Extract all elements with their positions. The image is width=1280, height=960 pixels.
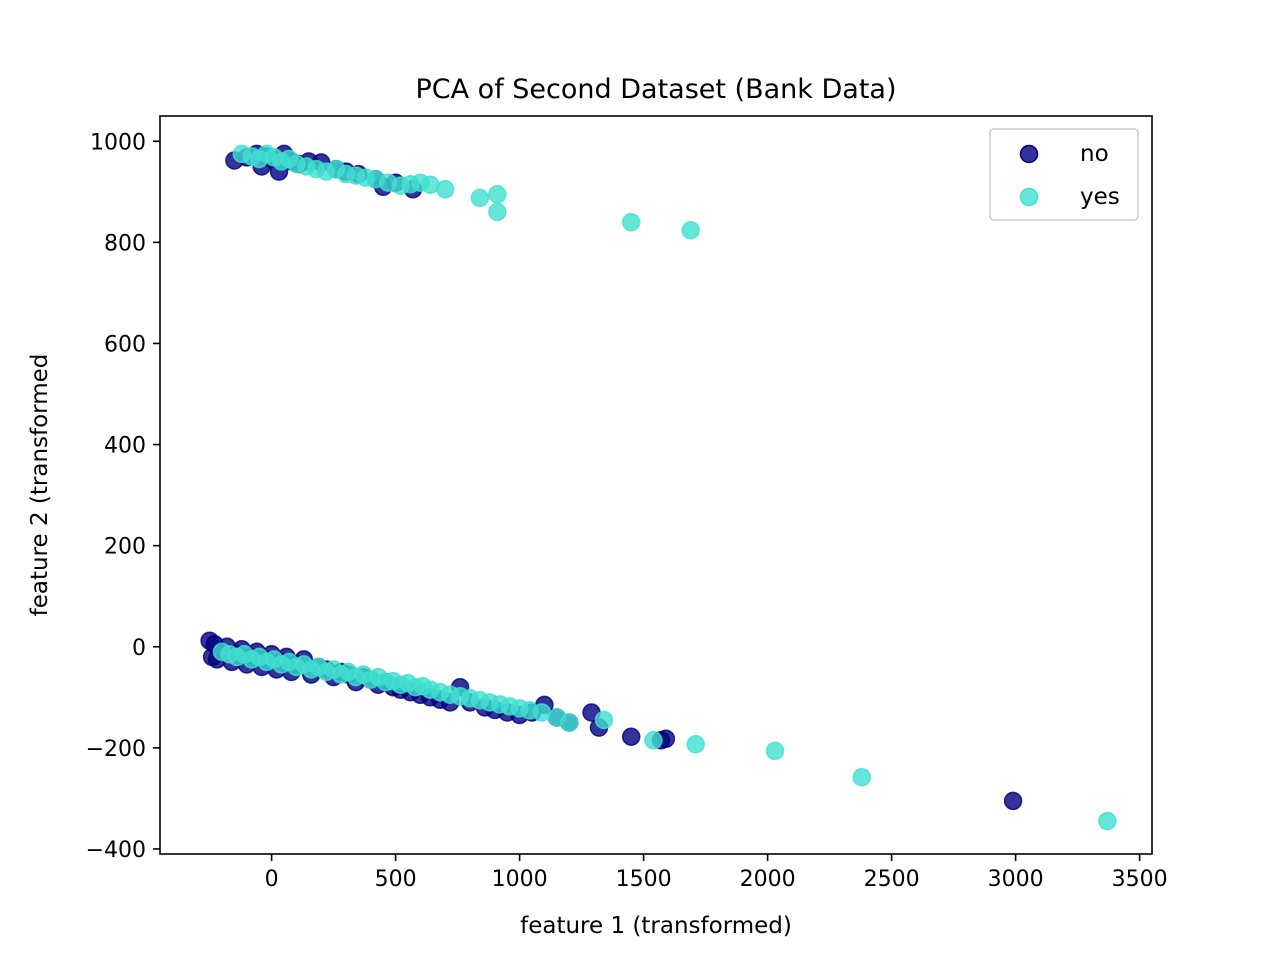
y-tick-label-800: 800 bbox=[104, 231, 146, 256]
x-tick-label-0: 0 bbox=[265, 867, 279, 892]
point-yes-74 bbox=[681, 220, 700, 240]
legend-marker-yes bbox=[1019, 187, 1039, 207]
y-tick-label-200: 200 bbox=[104, 535, 146, 560]
x-tick-label-2500: 2500 bbox=[864, 867, 920, 892]
point-yes-45 bbox=[765, 741, 785, 761]
point-yes-46 bbox=[852, 767, 872, 787]
point-no-51 bbox=[621, 727, 641, 746]
x-axis-label: feature 1 (transformed) bbox=[520, 913, 792, 939]
point-yes-69 bbox=[435, 180, 455, 199]
x-tick-label-2000: 2000 bbox=[740, 867, 796, 892]
point-yes-47 bbox=[1098, 811, 1117, 831]
plot-frame bbox=[159, 115, 1153, 855]
point-yes-44 bbox=[686, 735, 705, 754]
point-no-54 bbox=[1003, 791, 1023, 811]
legend-marker-no bbox=[1019, 144, 1039, 164]
point-yes-73 bbox=[621, 212, 641, 232]
chart-title: PCA of Second Dataset (Bank Data) bbox=[416, 74, 897, 105]
point-yes-41 bbox=[559, 713, 579, 732]
x-axis: 0 500 1000 1500 2000 2500 3000 3500 bbox=[265, 854, 1168, 892]
y-tick-label-600: 600 bbox=[104, 332, 146, 357]
y-tick-label--400: −400 bbox=[86, 838, 146, 863]
legend: no yes bbox=[989, 128, 1139, 221]
y-tick-label-0: 0 bbox=[132, 636, 146, 661]
x-tick-label-3500: 3500 bbox=[1112, 867, 1168, 892]
y-tick-label--200: −200 bbox=[86, 737, 146, 762]
y-tick-label-400: 400 bbox=[104, 434, 146, 459]
point-yes-42 bbox=[594, 710, 614, 730]
point-yes-71 bbox=[488, 185, 507, 204]
point-yes-72 bbox=[488, 202, 507, 222]
x-tick-label-3000: 3000 bbox=[988, 867, 1044, 892]
y-tick-label-1000: 1000 bbox=[90, 130, 146, 155]
x-tick-label-500: 500 bbox=[375, 867, 417, 892]
legend-label-yes: yes bbox=[1080, 184, 1120, 210]
y-axis-label: feature 2 (transformed bbox=[27, 354, 53, 617]
x-tick-label-1000: 1000 bbox=[492, 867, 548, 892]
legend-label-no: no bbox=[1080, 141, 1109, 167]
point-yes-70 bbox=[470, 188, 490, 208]
x-tick-label-1500: 1500 bbox=[616, 867, 672, 892]
points-layer bbox=[200, 144, 1117, 831]
point-yes-43 bbox=[644, 731, 663, 750]
y-axis: −400 −200 0 200 400 600 800 1000 bbox=[86, 130, 160, 863]
